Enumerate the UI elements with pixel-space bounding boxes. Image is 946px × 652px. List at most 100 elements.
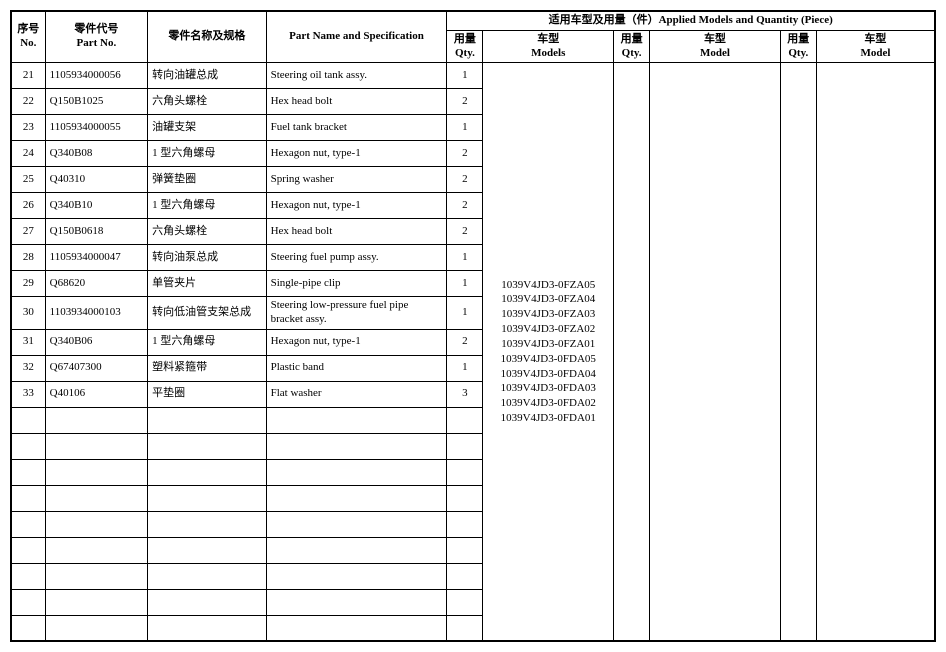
cell-qty [447, 615, 483, 641]
col-model3: 车型 Model [816, 30, 935, 63]
cell-name-en: Hex head bolt [266, 89, 447, 115]
cell-name-cn [148, 433, 267, 459]
cell-partno [45, 537, 147, 563]
cell-name-cn [148, 615, 267, 641]
col-model2-en: Model [654, 47, 776, 61]
cell-partno: Q40310 [45, 167, 147, 193]
cell-partno [45, 407, 147, 433]
cell-no: 24 [11, 141, 45, 167]
cell-no: 22 [11, 89, 45, 115]
cell-partno: Q68620 [45, 271, 147, 297]
cell-partno: Q340B10 [45, 193, 147, 219]
cell-name-en [266, 563, 447, 589]
cell-no: 31 [11, 329, 45, 355]
cell-qty [447, 563, 483, 589]
cell-name-en: Flat washer [266, 381, 447, 407]
cell-qty: 3 [447, 381, 483, 407]
cell-qty: 1 [447, 115, 483, 141]
cell-qty: 2 [447, 141, 483, 167]
col-model3-cn: 车型 [821, 33, 930, 47]
cell-no [11, 563, 45, 589]
cell-qty: 2 [447, 219, 483, 245]
col-qty1-cn: 用量 [451, 33, 478, 47]
cell-name-en: Hex head bolt [266, 219, 447, 245]
cell-partno: 1105934000047 [45, 245, 147, 271]
model-code: 1039V4JD3-0FZA01 [485, 337, 611, 352]
cell-name-cn: 1 型六角螺母 [148, 193, 267, 219]
cell-name-cn [148, 537, 267, 563]
cell-name-en: Steering low-pressure fuel pipe bracket … [266, 297, 447, 330]
model-code: 1039V4JD3-0FDA05 [485, 352, 611, 367]
cell-partno [45, 459, 147, 485]
cell-partno [45, 511, 147, 537]
cell-name-cn: 单管夹片 [148, 271, 267, 297]
cell-no [11, 511, 45, 537]
cell-name-en: Hexagon nut, type-1 [266, 329, 447, 355]
col-models1-en: Models [487, 47, 609, 61]
cell-partno: 1103934000103 [45, 297, 147, 330]
cell-name-cn [148, 407, 267, 433]
cell-name-en: Hexagon nut, type-1 [266, 141, 447, 167]
cell-qty: 1 [447, 63, 483, 89]
cell-partno: Q67407300 [45, 355, 147, 381]
cell-name-cn [148, 459, 267, 485]
col-qty3: 用量 Qty. [780, 30, 816, 63]
parts-table-page: 序号 No. 零件代号 Part No. 零件名称及规格 Part Name a… [10, 10, 936, 642]
col-namecn: 零件名称及规格 [148, 11, 267, 63]
model-code: 1039V4JD3-0FDA04 [485, 367, 611, 382]
cell-partno: 1105934000056 [45, 63, 147, 89]
cell-name-cn: 1 型六角螺母 [148, 329, 267, 355]
cell-qty: 1 [447, 271, 483, 297]
model-code: 1039V4JD3-0FDA01 [485, 411, 611, 426]
cell-name-cn: 转向油罐总成 [148, 63, 267, 89]
table-body: 211105934000056转向油罐总成Steering oil tank a… [11, 63, 935, 642]
cell-model3 [816, 63, 935, 642]
cell-partno: 1105934000055 [45, 115, 147, 141]
col-no: 序号 No. [11, 11, 45, 63]
cell-no [11, 407, 45, 433]
cell-name-cn [148, 485, 267, 511]
cell-name-en: Single-pipe clip [266, 271, 447, 297]
col-partno-en: Part No. [50, 37, 143, 51]
cell-model2 [650, 63, 781, 642]
cell-name-en: Spring washer [266, 167, 447, 193]
cell-no [11, 537, 45, 563]
cell-name-en [266, 589, 447, 615]
model-code: 1039V4JD3-0FDA02 [485, 396, 611, 411]
cell-qty3 [780, 63, 816, 642]
parts-table: 序号 No. 零件代号 Part No. 零件名称及规格 Part Name a… [10, 10, 936, 642]
cell-no: 26 [11, 193, 45, 219]
cell-partno [45, 589, 147, 615]
cell-no: 23 [11, 115, 45, 141]
cell-name-en [266, 433, 447, 459]
cell-no: 33 [11, 381, 45, 407]
col-models1-cn: 车型 [487, 33, 609, 47]
model-code: 1039V4JD3-0FZA03 [485, 307, 611, 322]
cell-qty [447, 537, 483, 563]
cell-qty: 1 [447, 245, 483, 271]
cell-no: 27 [11, 219, 45, 245]
cell-no: 29 [11, 271, 45, 297]
cell-no: 28 [11, 245, 45, 271]
cell-name-en: Fuel tank bracket [266, 115, 447, 141]
cell-qty: 1 [447, 355, 483, 381]
cell-name-en: Hexagon nut, type-1 [266, 193, 447, 219]
cell-name-cn: 油罐支架 [148, 115, 267, 141]
cell-name-cn: 弹簧垫圈 [148, 167, 267, 193]
cell-no: 32 [11, 355, 45, 381]
cell-partno: Q150B1025 [45, 89, 147, 115]
cell-no [11, 615, 45, 641]
model-code: 1039V4JD3-0FDA03 [485, 381, 611, 396]
cell-no [11, 589, 45, 615]
cell-name-cn: 转向油泵总成 [148, 245, 267, 271]
cell-no [11, 459, 45, 485]
cell-name-cn: 1 型六角螺母 [148, 141, 267, 167]
col-no-en: No. [16, 37, 41, 51]
cell-name-en [266, 485, 447, 511]
col-qty2-en: Qty. [618, 47, 645, 61]
cell-partno: Q340B06 [45, 329, 147, 355]
col-model2-cn: 车型 [654, 33, 776, 47]
col-applied: 适用车型及用量（件）Applied Models and Quantity (P… [447, 11, 935, 30]
col-qty1: 用量 Qty. [447, 30, 483, 63]
cell-qty [447, 433, 483, 459]
